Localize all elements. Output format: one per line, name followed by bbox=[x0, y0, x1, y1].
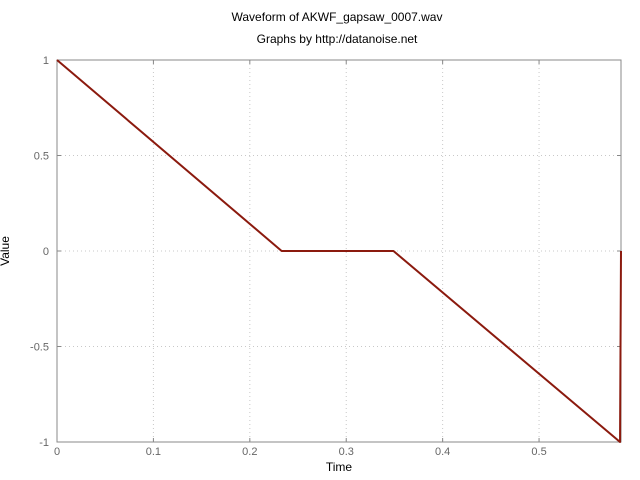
x-tick-label: 0.2 bbox=[242, 446, 257, 458]
waveform-line bbox=[56, 59, 622, 443]
series-layer bbox=[56, 59, 622, 443]
chart-title: Waveform of AKWF_gapsaw_0007.wav bbox=[232, 10, 443, 24]
x-axis-label: Time bbox=[326, 460, 353, 474]
chart-subtitle: Graphs by http://datanoise.net bbox=[257, 32, 418, 46]
y-tick-label: -1 bbox=[39, 437, 49, 449]
y-tick-label: 0 bbox=[43, 246, 49, 258]
y-tick-label: -0.5 bbox=[30, 342, 49, 354]
x-tick-label: 0 bbox=[54, 446, 60, 458]
x-tick-label: 0.5 bbox=[531, 446, 546, 458]
axis-ticks: 0 0.1 0.2 0.3 0.4 0.5 1 0.5 0 -0.5 -1 bbox=[30, 55, 621, 458]
y-tick-label: 1 bbox=[43, 55, 49, 67]
y-tick-label: 0.5 bbox=[34, 151, 49, 163]
x-tick-label: 0.1 bbox=[146, 446, 161, 458]
x-tick-label: 0.3 bbox=[339, 446, 354, 458]
y-axis-label: Value bbox=[0, 236, 12, 266]
x-tick-label: 0.4 bbox=[435, 446, 450, 458]
